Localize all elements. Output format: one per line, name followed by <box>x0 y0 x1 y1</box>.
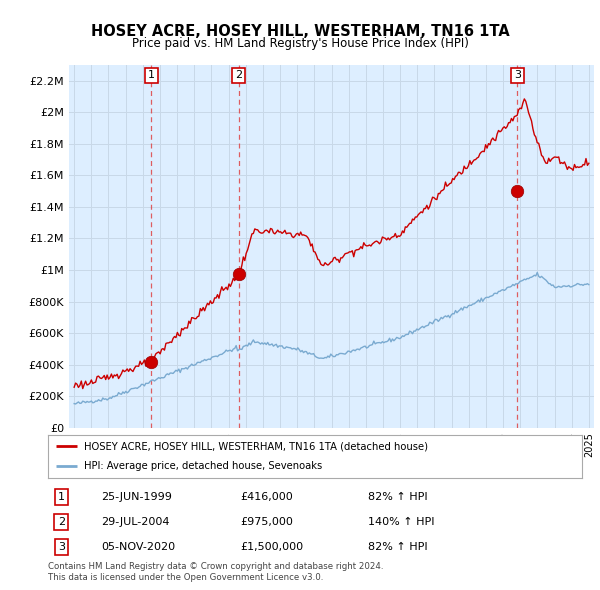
Text: HOSEY ACRE, HOSEY HILL, WESTERHAM, TN16 1TA: HOSEY ACRE, HOSEY HILL, WESTERHAM, TN16 … <box>91 24 509 38</box>
Text: 3: 3 <box>58 542 65 552</box>
Text: 140% ↑ HPI: 140% ↑ HPI <box>368 517 435 527</box>
Text: 05-NOV-2020: 05-NOV-2020 <box>101 542 176 552</box>
Text: 1: 1 <box>58 492 65 502</box>
Text: HPI: Average price, detached house, Sevenoaks: HPI: Average price, detached house, Seve… <box>85 461 323 471</box>
Text: £416,000: £416,000 <box>240 492 293 502</box>
Text: 82% ↑ HPI: 82% ↑ HPI <box>368 492 428 502</box>
Text: Price paid vs. HM Land Registry's House Price Index (HPI): Price paid vs. HM Land Registry's House … <box>131 37 469 50</box>
Text: 25-JUN-1999: 25-JUN-1999 <box>101 492 172 502</box>
Text: HOSEY ACRE, HOSEY HILL, WESTERHAM, TN16 1TA (detached house): HOSEY ACRE, HOSEY HILL, WESTERHAM, TN16 … <box>85 441 428 451</box>
Text: Contains HM Land Registry data © Crown copyright and database right 2024.: Contains HM Land Registry data © Crown c… <box>48 562 383 571</box>
Text: £975,000: £975,000 <box>240 517 293 527</box>
Text: 1: 1 <box>148 70 155 80</box>
Text: 82% ↑ HPI: 82% ↑ HPI <box>368 542 428 552</box>
Text: This data is licensed under the Open Government Licence v3.0.: This data is licensed under the Open Gov… <box>48 573 323 582</box>
Text: £1,500,000: £1,500,000 <box>240 542 304 552</box>
Text: 3: 3 <box>514 70 521 80</box>
Text: 29-JUL-2004: 29-JUL-2004 <box>101 517 170 527</box>
Text: 2: 2 <box>235 70 242 80</box>
Text: 2: 2 <box>58 517 65 527</box>
